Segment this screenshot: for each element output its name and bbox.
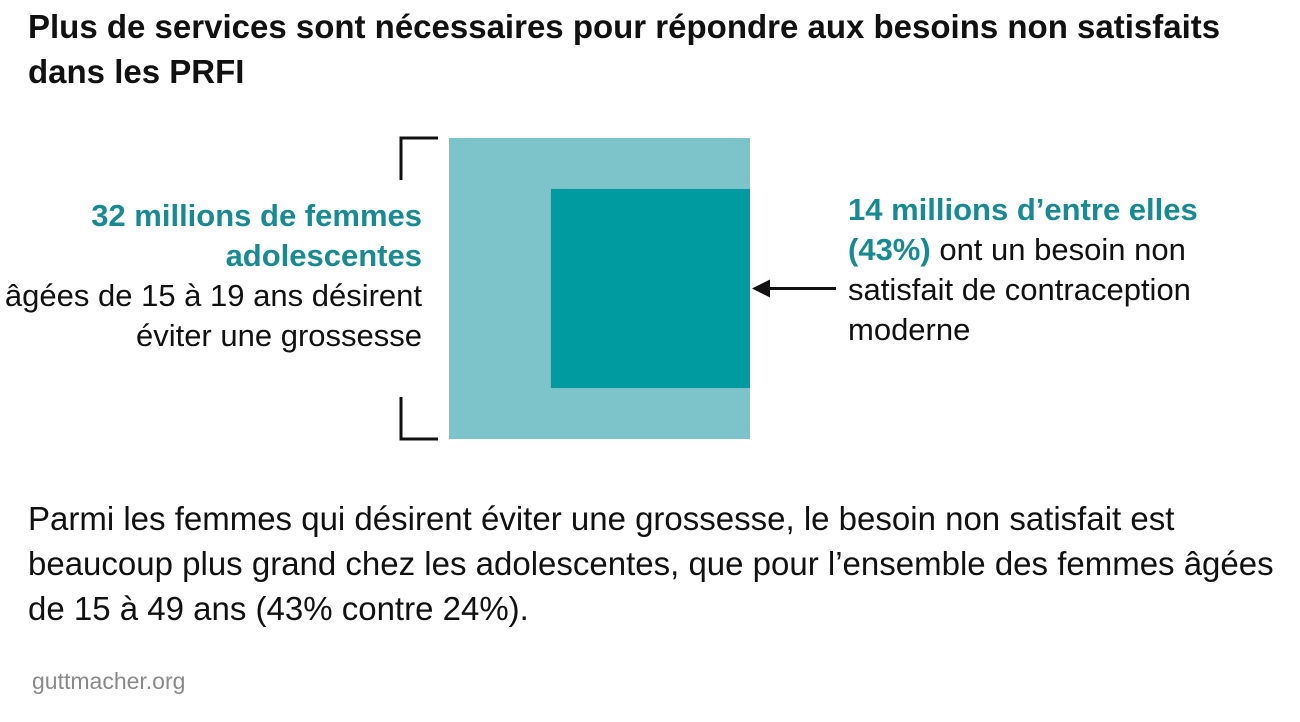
bracket-top <box>399 136 438 180</box>
bracket-bottom <box>399 397 438 441</box>
inner-label: 14 millions d’entre elles (43%) ont un b… <box>848 190 1288 350</box>
summary-text: Parmi les femmes qui désirent éviter une… <box>28 500 1274 627</box>
outer-label-rest: âgées de 15 à 19 ans désirent éviter une… <box>4 278 422 353</box>
outer-label: 32 millions de femmes adolescentes âgées… <box>2 196 422 356</box>
page-title: Plus de services sont nécessaires pour r… <box>28 8 1221 90</box>
outer-label-bold: 32 millions de femmes adolescentes <box>91 198 422 273</box>
inner-label-bold: 14 millions d’entre elles (43%) <box>848 192 1198 267</box>
arrow-head <box>752 279 770 298</box>
inner-square-14-millions <box>550 188 750 389</box>
inner-label-rest: ont un besoin non satisfait de contracep… <box>848 232 1191 347</box>
source-credit: guttmacher.org <box>32 668 186 694</box>
area-chart <box>399 136 836 441</box>
